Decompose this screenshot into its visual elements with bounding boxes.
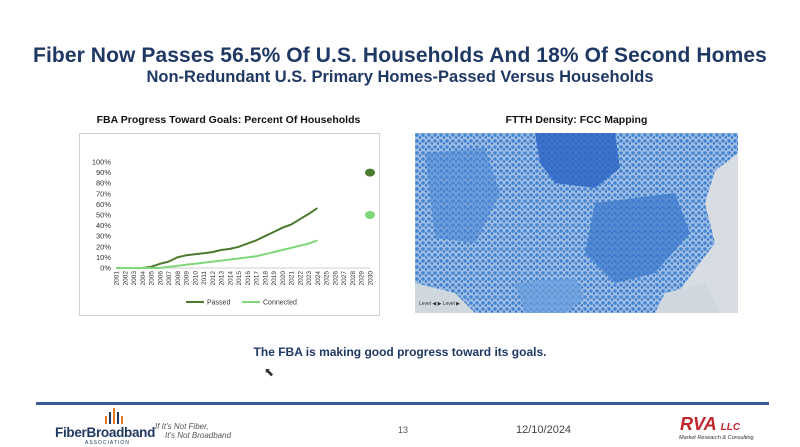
slide-subtitle: Non-Redundant U.S. Primary Homes-Passed …: [146, 68, 654, 86]
slide-date: 12/10/2024: [516, 424, 572, 436]
x-tick-label: 2013: [219, 271, 226, 286]
footer-divider: [36, 402, 769, 405]
y-tick-label: 80%: [96, 179, 111, 188]
y-tick-label: 30%: [96, 232, 111, 241]
y-tick-label: 70%: [96, 189, 111, 198]
chart-title: FBA Progress Toward Goals: Percent Of Ho…: [96, 114, 361, 126]
x-tick-label: 2017: [254, 271, 261, 286]
rva-logo: RVA LLC: [680, 414, 740, 435]
x-tick-label: 2022: [297, 271, 304, 286]
y-tick-label: 20%: [96, 242, 111, 251]
fiberbroadband-logo: FiberBroadband ASSOCIATION: [55, 408, 155, 446]
us-fiber-map: [415, 133, 738, 313]
x-tick-label: 2005: [149, 271, 156, 286]
x-tick-label: 2019: [271, 271, 278, 286]
goal-marker-passed: [365, 168, 375, 177]
slide-title: Fiber Now Passes 56.5% Of U.S. Household…: [33, 44, 767, 67]
x-tick-label: 2028: [350, 271, 357, 286]
mouse-cursor-icon: ⬉: [264, 365, 275, 379]
x-tick-label: 2015: [236, 271, 243, 286]
x-tick-label: 2001: [114, 271, 121, 286]
x-tick-label: 2027: [341, 271, 348, 286]
page-number: 13: [398, 425, 409, 435]
series-line-connected: [116, 239, 318, 269]
ftth-density-map: Level ◀ ▶ Level ▶: [415, 133, 738, 313]
goal-marker-connected: [365, 211, 375, 219]
logo-sub: ASSOCIATION: [85, 440, 130, 446]
tagline: If It's Not Fiber, It's Not Broadband: [155, 422, 231, 440]
x-tick-label: 2010: [192, 271, 199, 286]
y-tick-label: 60%: [96, 200, 111, 209]
logo-name: FiberBroadband: [55, 425, 156, 440]
x-tick-label: 2029: [359, 271, 366, 286]
x-tick-label: 2023: [306, 271, 313, 286]
y-tick-label: 90%: [96, 168, 111, 177]
x-tick-label: 2007: [166, 271, 173, 286]
y-tick-label: 100%: [92, 158, 112, 167]
progress-chart-svg: 0%10%20%30%40%50%60%70%80%90%100%2001 200…: [92, 158, 375, 307]
x-tick-label: 2008: [175, 271, 182, 286]
x-tick-label: 2018: [262, 271, 269, 286]
x-tick-label: 2024: [315, 271, 322, 286]
x-tick-label: 2003: [131, 271, 138, 286]
series-line-passed: [116, 207, 318, 269]
map-title: FTTH Density: FCC Mapping: [505, 114, 648, 126]
progress-chart: 0% 10% 20% 30% 40% 50% 60% 70% 80% 90% 100% 2001 200…: [79, 133, 380, 316]
x-tick-label: 2021: [289, 271, 296, 286]
legend-label-passed: Passed: [207, 300, 230, 307]
legend-label-connected: Connected: [263, 300, 297, 307]
logo-bars-icon: [105, 408, 123, 424]
y-tick-label: 50%: [96, 211, 111, 220]
rva-llc: LLC: [720, 422, 741, 433]
x-tick-label: 2004: [140, 271, 147, 286]
x-tick-label: 2009: [184, 271, 191, 286]
x-tick-label: 2011: [201, 271, 208, 285]
rva-subtitle: Market Research & Consulting: [679, 435, 754, 441]
x-tick-label: 2006: [157, 271, 164, 286]
tagline-line-1: If It's Not Fiber,: [155, 422, 209, 431]
x-tick-label: 2002: [122, 271, 129, 286]
x-tick-label: 2025: [324, 271, 331, 286]
y-tick-label: 0%: [100, 264, 111, 273]
rva-name: RVA: [680, 414, 717, 434]
x-tick-label: 2016: [245, 271, 252, 286]
y-tick-label: 40%: [96, 221, 111, 230]
slide-caption: The FBA is making good progress toward i…: [253, 345, 547, 359]
x-tick-label: 2026: [332, 271, 339, 286]
x-tick-label: 2030: [368, 271, 375, 286]
x-tick-label: 2012: [210, 271, 217, 286]
y-tick-label: 10%: [96, 253, 111, 262]
tagline-line-2: It's Not Broadband: [165, 431, 232, 440]
x-tick-label: 2020: [280, 271, 287, 286]
x-tick-label: 2014: [227, 271, 234, 286]
map-attribution: Level ◀ ▶ Level ▶: [419, 301, 460, 307]
